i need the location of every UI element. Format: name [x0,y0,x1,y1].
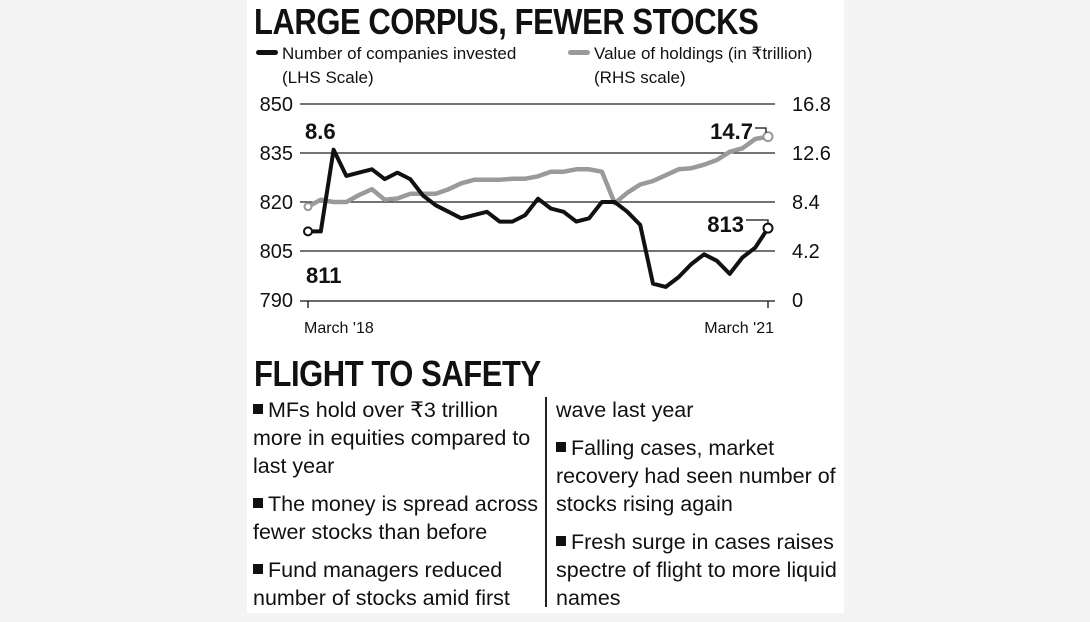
right-tick-label: 4.2 [792,241,820,263]
data-label: 813 [707,212,744,237]
data-label: 8.6 [305,119,336,144]
left-tick-label: 835 [260,143,293,165]
legend-entry-holdings: Value of holdings (in ₹trillion) (RHS sc… [568,42,812,90]
bullet-point: MFs hold over ₹3 trillion more in equiti… [253,396,543,480]
bullet-marker-icon [253,564,263,575]
leader-line [755,127,767,133]
line-chart: 850 16.8 835 12.6 820 8.4 805 4.2 790 0 March '18 M… [260,94,831,337]
bullet-text: Falling cases, market recovery had seen … [556,436,836,516]
right-tick-label: 12.6 [792,143,831,165]
series-end-marker [762,222,774,234]
series-end-marker [762,131,774,143]
chart-title: LARGE CORPUS, FEWER STOCKS [254,1,759,42]
column-divider [545,397,547,607]
legend-note: (RHS scale) [594,68,686,87]
bullet-column-right: wave last year Falling cases, market reco… [556,396,841,622]
series-line-companies [306,147,770,289]
right-tick-label: 8.4 [792,192,820,214]
right-tick-label: 16.8 [792,94,831,116]
legend-label: Number of companies invested [282,44,517,63]
left-tick-label: 805 [260,241,293,263]
x-tick-label: March '18 [304,320,374,337]
series-start-marker [303,202,313,212]
bullet-point: Falling cases, market recovery had seen … [556,434,841,518]
bullet-text: wave last year [556,398,694,422]
bullet-text: Fund managers reduced number of stocks a… [253,558,510,610]
bullet-text: The money is spread across fewer stocks … [253,492,539,544]
bullet-point: The money is spread across fewer stocks … [253,490,543,546]
bullet-text: MFs hold over ₹3 trillion more in equiti… [253,398,531,478]
leader-line [746,219,769,225]
bullet-marker-icon [253,498,263,509]
left-tick-label: 820 [260,192,293,214]
legend-entry-companies: Number of companies invested (LHS Scale) [256,42,516,90]
bullet-point: Fund managers reduced number of stocks a… [253,556,543,612]
bullet-marker-icon [253,404,263,415]
legend-swatch-black [256,50,278,56]
right-tick-label: 0 [792,290,803,312]
series-line-holdings [305,134,771,209]
left-tick-label: 850 [260,94,293,116]
data-label: 14.7 [710,119,753,144]
bullet-text: Fresh surge in cases raises spectre of f… [556,530,837,610]
bullet-marker-icon [556,442,566,453]
legend-note: (LHS Scale) [282,68,374,87]
series-start-marker [303,226,313,237]
bullet-point: wave last year [556,396,841,424]
legend-swatch-gray [568,50,590,56]
x-tick-label: March '21 [704,320,774,337]
data-label: 811 [306,263,342,288]
section-title: FLIGHT TO SAFETY [254,353,541,394]
bullet-point: Fresh surge in cases raises spectre of f… [556,528,841,612]
bullet-marker-icon [556,536,566,547]
left-tick-label: 790 [260,290,293,312]
bullet-column-left: MFs hold over ₹3 trillion more in equiti… [253,396,543,622]
legend-label: Value of holdings (in ₹trillion) [594,44,813,63]
